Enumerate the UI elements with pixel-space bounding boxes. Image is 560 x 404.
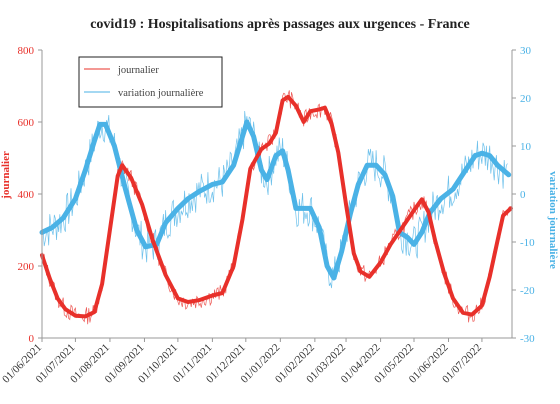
legend-box bbox=[78, 56, 223, 108]
legend-label-variation: variation journalière bbox=[118, 88, 204, 99]
left-tick-label: 0 bbox=[29, 333, 35, 345]
right-axis-label: variation journalière bbox=[547, 171, 559, 269]
left-tick-label: 600 bbox=[18, 117, 35, 129]
left-axis-label: journalier bbox=[0, 151, 12, 200]
left-tick-label: 200 bbox=[18, 261, 35, 273]
left-tick-label: 800 bbox=[18, 45, 35, 57]
series-journalier-line bbox=[40, 94, 513, 319]
left-tick-label: 400 bbox=[18, 189, 35, 201]
right-tick-label: -20 bbox=[520, 285, 535, 297]
legend-label-journalier: journalier bbox=[117, 65, 159, 76]
right-tick-label: 20 bbox=[520, 93, 532, 105]
right-tick-label: -30 bbox=[520, 333, 535, 345]
plot-area bbox=[39, 90, 513, 325]
legend: journalier variation journalière bbox=[78, 56, 223, 108]
right-tick-label: 0 bbox=[520, 189, 526, 201]
right-tick-label: -10 bbox=[520, 237, 535, 249]
right-tick-label: 10 bbox=[520, 141, 532, 153]
chart-title: covid19 : Hospitalisations après passage… bbox=[90, 17, 470, 32]
right-tick-label: 30 bbox=[520, 45, 532, 57]
left-axis: 0 200 400 600 800 bbox=[18, 45, 43, 345]
x-axis: 01/06/202101/07/202101/08/202101/09/2021… bbox=[0, 337, 512, 386]
right-axis: -30 -20 -10 0 10 20 30 bbox=[511, 45, 535, 345]
